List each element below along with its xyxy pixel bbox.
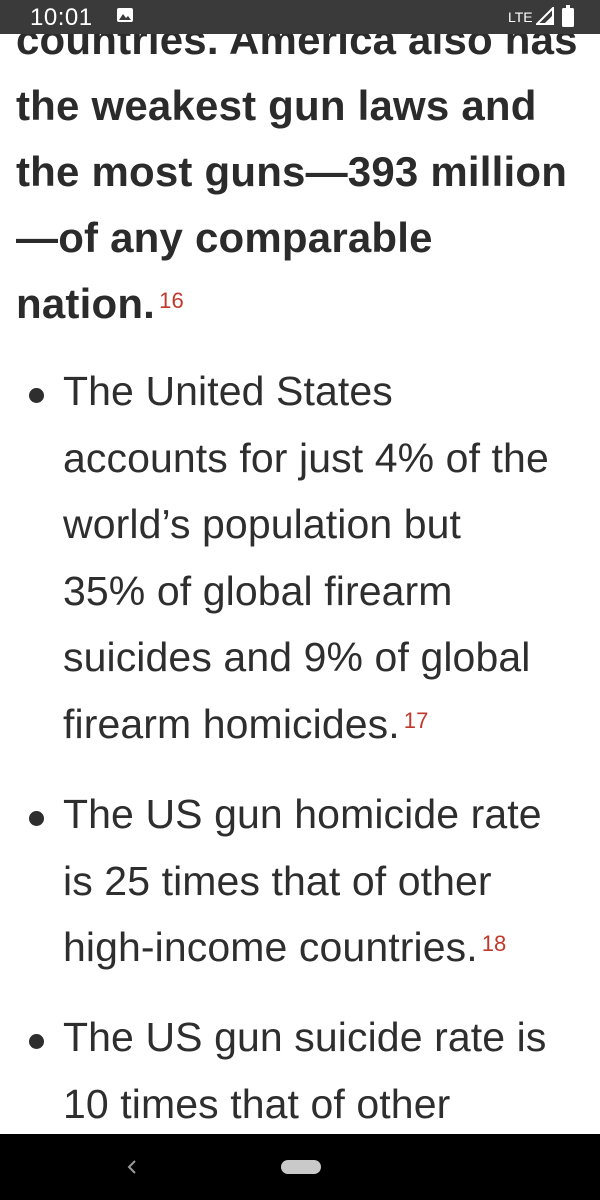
status-time: 10:01 — [30, 4, 93, 31]
bullet-line: is 25 times that of other — [63, 857, 492, 904]
bullet-line: The US gun suicide rate is — [63, 1014, 547, 1060]
bullet-line: 35% of global firearm — [63, 567, 453, 614]
back-chevron-icon[interactable] — [124, 1156, 140, 1178]
status-bar: 10:01 LTE — [0, 0, 600, 34]
signal-icon — [536, 7, 554, 25]
bullet-line: accounts for just 4% of the — [63, 434, 549, 481]
bullet-line: The United States — [63, 368, 393, 414]
article-content: countries. America also has the weakest … — [16, 7, 593, 1134]
battery-icon — [562, 5, 574, 27]
navigation-bar — [0, 1134, 600, 1200]
lead-paragraph: countries. America also has the weakest … — [16, 7, 591, 337]
lead-line: the most guns—393 million — [16, 148, 568, 195]
bullet-line: firearm homicides. — [63, 700, 400, 747]
bullet-line: suicides and 9% of global — [63, 634, 531, 680]
bullet-dot-icon — [29, 388, 44, 403]
lead-line: —of any comparable — [16, 214, 433, 261]
bullet-text: The US gun homicide rate is 25 times tha… — [63, 781, 593, 981]
lead-line: the weakest gun laws and — [16, 82, 537, 129]
bullet-dot-icon — [29, 811, 44, 826]
image-icon — [117, 8, 133, 22]
bullet-line: high-income countries. — [63, 924, 478, 970]
lead-line: nation. — [16, 280, 156, 327]
bullet-text: The United States accounts for just 4% o… — [63, 358, 593, 757]
network-type: LTE — [508, 9, 533, 25]
bullet-line: 10 times that of other — [63, 1080, 451, 1127]
bullet-text: The US gun suicide rate is 10 times that… — [63, 1004, 593, 1134]
citation-link[interactable]: 18 — [481, 931, 507, 956]
bullet-line: The US gun homicide rate — [63, 791, 542, 837]
citation-link[interactable]: 17 — [403, 707, 429, 733]
bullet-dot-icon — [29, 1034, 44, 1049]
bullet-line: world’s population but — [63, 501, 462, 547]
home-pill-icon[interactable] — [281, 1160, 321, 1174]
citation-link[interactable]: 16 — [159, 288, 184, 313]
